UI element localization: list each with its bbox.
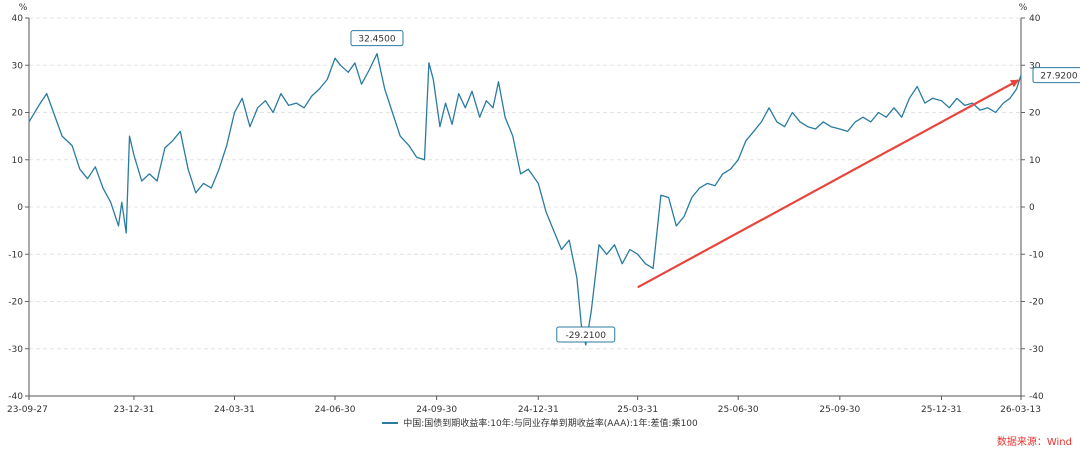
y-tick-label-right: 10 — [1029, 156, 1041, 166]
y-tick-label-left: 20 — [12, 109, 24, 119]
x-tick-label: 25-12-31 — [921, 405, 962, 415]
trend-arrow — [637, 79, 1020, 289]
x-tick-label: 26-03-13 — [1000, 405, 1041, 415]
annotation-label: 27.9200 — [1040, 72, 1077, 82]
x-tick-label: 23-09-27 — [7, 405, 48, 415]
x-tick-label: 24-12-31 — [518, 405, 559, 415]
legend-swatch — [382, 421, 399, 424]
x-tick-label: 25-03-31 — [617, 405, 658, 415]
annotation-box — [1032, 67, 1080, 84]
source-note: 数据来源：Wind — [996, 437, 1072, 448]
y-tick-label-left: -20 — [8, 298, 23, 308]
annotation-box — [350, 30, 404, 47]
legend-label: 中国:国债到期收益率:10年:与同业存单到期收益率(AAA):1年:差值:乘10… — [403, 419, 698, 429]
y-unit-left: % — [19, 3, 28, 13]
y-tick-label-left: 40 — [12, 14, 24, 24]
y-tick-label-left: 10 — [12, 156, 24, 166]
x-tick-label: 24-09-30 — [416, 405, 457, 415]
y-tick-label-right: -10 — [1029, 250, 1044, 260]
annotation-box — [556, 326, 616, 343]
x-tick-label: 25-06-30 — [718, 405, 759, 415]
y-tick-label-right: 20 — [1029, 109, 1041, 119]
y-tick-label-right: 30 — [1029, 61, 1041, 71]
y-tick-label-left: -40 — [8, 392, 23, 402]
x-tick-label: 24-06-30 — [315, 405, 356, 415]
y-tick-label-right: -40 — [1029, 392, 1044, 402]
series-line — [28, 53, 1022, 346]
x-tick-label: 25-09-30 — [819, 405, 860, 415]
y-tick-label-right: 0 — [1029, 203, 1035, 213]
y-tick-label-right: 40 — [1029, 14, 1041, 24]
y-tick-label-left: -30 — [8, 345, 23, 355]
x-tick-label: 23-12-31 — [114, 405, 155, 415]
y-tick-label-right: -30 — [1029, 345, 1044, 355]
y-tick-label-left: -10 — [8, 250, 23, 260]
y-tick-label-right: -20 — [1029, 298, 1044, 308]
y-tick-label-left: 30 — [12, 61, 24, 71]
y-unit-right: % — [1019, 3, 1028, 13]
legend: 中国:国债到期收益率:10年:与同业存单到期收益率(AAA):1年:差值:乘10… — [0, 416, 1080, 429]
y-tick-label-left: 0 — [17, 203, 23, 213]
x-tick-label: 24-03-31 — [214, 405, 255, 415]
annotation-label: 32.4500 — [358, 35, 395, 45]
annotation-label: -29.2100 — [566, 331, 607, 341]
